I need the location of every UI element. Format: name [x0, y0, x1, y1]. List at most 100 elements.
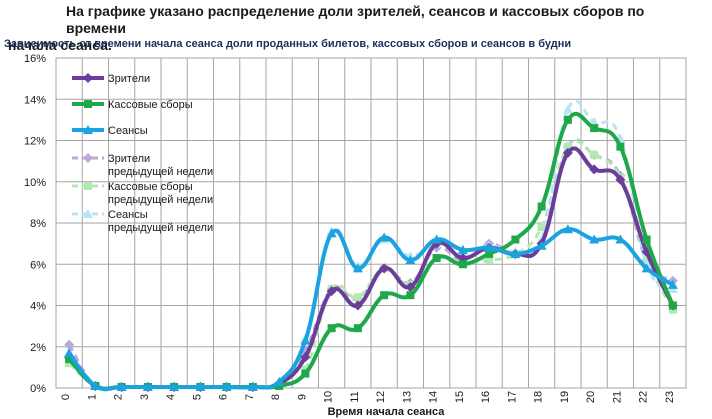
legend-label: предыдущей недели	[108, 166, 213, 178]
y-tick-label: 8%	[30, 218, 46, 230]
y-tick-label: 6%	[30, 259, 46, 271]
data-point	[352, 300, 363, 311]
data-point	[380, 291, 389, 300]
data-point	[563, 142, 572, 151]
data-point	[275, 381, 284, 390]
legend-swatch-marker	[83, 153, 93, 163]
legend-swatch-marker	[83, 73, 93, 83]
data-point	[327, 324, 336, 333]
data-point	[484, 242, 495, 252]
legend-item: Зрители	[72, 73, 150, 85]
x-tick-label: 0	[60, 394, 72, 400]
x-axis-label: Время начала сеанса	[328, 406, 446, 418]
heading-line-2: начала сеанса.	[8, 37, 112, 53]
data-point	[274, 376, 285, 386]
data-point	[379, 232, 390, 242]
data-point	[485, 249, 494, 258]
data-point	[457, 244, 468, 254]
data-point	[353, 293, 362, 302]
legend-label: предыдущей недели	[108, 222, 213, 234]
x-tick-label: 3	[139, 394, 151, 400]
data-point	[221, 381, 232, 391]
data-point	[432, 254, 441, 263]
data-point	[562, 104, 573, 114]
y-tick-label: 4%	[30, 301, 46, 313]
data-point	[300, 352, 311, 363]
y-tick-label: 14%	[24, 94, 46, 106]
x-tick-label: 22	[638, 391, 650, 403]
data-point	[589, 164, 600, 175]
legend-label: Зрители	[108, 153, 150, 165]
data-point	[142, 381, 153, 391]
data-point	[641, 263, 652, 273]
y-tick-label: 16%	[24, 53, 46, 65]
chart-title: Зависимость от времени начала сеанса дол…	[4, 38, 572, 50]
data-point	[64, 347, 75, 357]
data-point	[301, 369, 310, 378]
data-point	[485, 256, 494, 265]
series-2	[64, 224, 678, 392]
data-point	[589, 234, 600, 244]
data-point	[590, 150, 599, 159]
x-tick-label: 19	[559, 391, 571, 403]
x-tick-label: 13	[401, 391, 413, 403]
data-point	[301, 365, 310, 374]
legend-label: Сеансы	[108, 209, 148, 221]
x-tick-label: 21	[611, 391, 623, 403]
data-point	[562, 224, 573, 234]
heading-line-1: На графике указано распределение доли зр…	[66, 3, 645, 36]
data-point	[195, 381, 206, 391]
legend-label: Сеансы	[108, 125, 148, 137]
x-tick-label: 11	[349, 391, 361, 402]
data-point	[379, 263, 390, 274]
legend-label: Кассовые сборы	[108, 99, 193, 111]
data-point	[300, 335, 311, 345]
data-point	[536, 240, 547, 250]
legend-item: Сеансы	[72, 125, 148, 137]
data-point	[590, 124, 599, 133]
data-point	[353, 324, 362, 333]
data-point	[406, 291, 415, 300]
x-tick-label: 18	[533, 391, 545, 403]
x-tick-label: 8	[270, 394, 282, 400]
x-tick-label: 23	[664, 391, 676, 403]
y-tick-label: 0%	[30, 383, 46, 395]
x-tick-label: 7	[244, 394, 256, 400]
data-point	[458, 260, 467, 269]
data-point	[326, 286, 337, 297]
legend-item: Кассовые сборы	[72, 99, 193, 111]
x-tick-label: 1	[86, 394, 98, 400]
page-heading: На графике указано распределение доли зр…	[8, 3, 698, 54]
data-point	[668, 301, 677, 310]
data-point	[65, 359, 74, 368]
legend-swatch-marker	[83, 209, 93, 218]
data-point	[642, 235, 651, 244]
y-tick-label: 10%	[24, 177, 46, 189]
data-point	[615, 234, 626, 244]
data-point	[562, 147, 573, 158]
x-tick-label: 2	[113, 394, 125, 400]
x-tick-label: 16	[480, 391, 492, 403]
data-point	[116, 381, 127, 391]
data-point	[616, 142, 625, 151]
data-point	[563, 115, 572, 124]
x-tick-label: 9	[296, 394, 308, 400]
x-tick-label: 6	[218, 394, 230, 400]
x-tick-label: 15	[454, 391, 466, 403]
legend-swatch-marker	[84, 100, 92, 108]
data-point	[667, 279, 678, 289]
data-point	[615, 174, 626, 185]
data-point	[511, 235, 520, 244]
legend-label: Кассовые сборы	[108, 181, 193, 193]
data-point	[405, 281, 416, 292]
data-point	[326, 228, 337, 238]
x-tick-label: 17	[506, 391, 518, 403]
legend-label: предыдущей недели	[108, 194, 213, 206]
legend-label: Зрители	[108, 73, 150, 85]
y-tick-label: 2%	[30, 342, 46, 354]
legend-swatch-marker	[83, 125, 93, 134]
data-point	[589, 116, 600, 126]
